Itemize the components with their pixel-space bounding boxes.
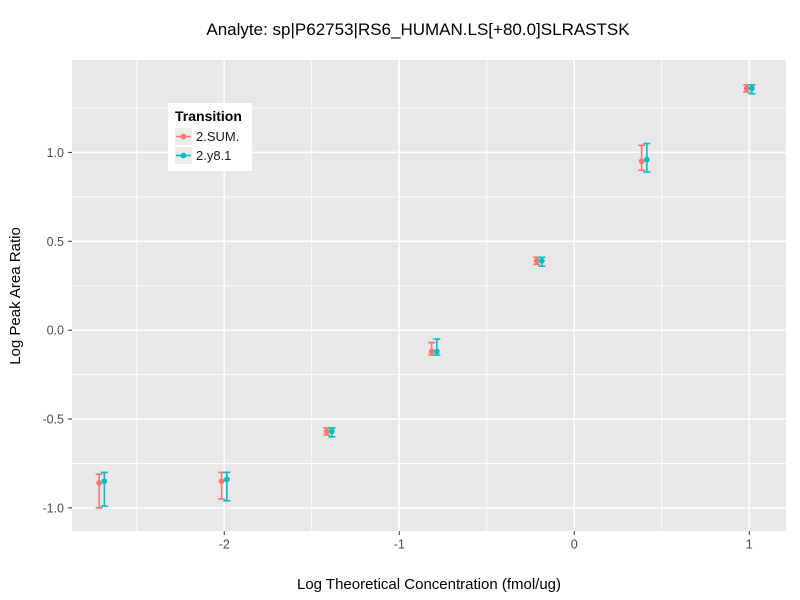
- data-point: [743, 85, 750, 92]
- legend-glyph-point: [180, 133, 187, 140]
- legend-key: [175, 128, 192, 145]
- legend-glyph-point: [180, 152, 187, 159]
- x-tick-label: 1: [746, 538, 753, 552]
- data-point: [328, 428, 335, 435]
- plot-title: Analyte: sp|P62753|RS6_HUMAN.LS[+80.0]SL…: [206, 20, 630, 39]
- x-axis-title: Log Theoretical Concentration (fmol/ug): [297, 576, 561, 593]
- legend-item: 2.SUM.: [175, 128, 242, 145]
- legend-title: Transition: [175, 108, 242, 124]
- data-point: [101, 478, 108, 485]
- y-tick-label: 0.5: [47, 235, 64, 249]
- x-tick-label: 0: [571, 538, 578, 552]
- data-point: [533, 257, 540, 264]
- data-point: [643, 156, 650, 163]
- y-tick-label: -0.5: [42, 413, 64, 427]
- legend-item-label: 2.y8.1: [196, 148, 232, 163]
- y-tick-label: 1.0: [47, 146, 64, 160]
- y-axis-title: Log Peak Area Ratio: [7, 227, 24, 365]
- data-point: [638, 158, 645, 165]
- legend-item: 2.y8.1: [175, 147, 242, 164]
- pointrange-glyph-icon: [176, 152, 191, 159]
- data-point: [428, 348, 435, 355]
- x-tick-label: -2: [219, 538, 230, 552]
- y-tick-label: -1.0: [42, 501, 64, 515]
- x-tick-label: -1: [394, 538, 405, 552]
- legend-item-label: 2.SUM.: [196, 129, 240, 144]
- pointrange-glyph-icon: [176, 133, 191, 140]
- legend-items: 2.SUM. 2.y8.1: [175, 128, 242, 164]
- data-point: [748, 85, 755, 92]
- data-point: [538, 257, 545, 264]
- data-point: [223, 476, 230, 483]
- legend: Transition 2.SUM. 2.y8.1: [168, 103, 252, 171]
- data-point: [433, 348, 440, 355]
- y-tick-label: 0.0: [47, 324, 64, 338]
- legend-key: [175, 147, 192, 164]
- data-point: [218, 478, 225, 485]
- data-point: [323, 428, 330, 435]
- plot-layer: -2 -1 0 1 1.0 0.5 0.0 -0.5 -1.0: [42, 60, 786, 552]
- data-point: [96, 480, 103, 486]
